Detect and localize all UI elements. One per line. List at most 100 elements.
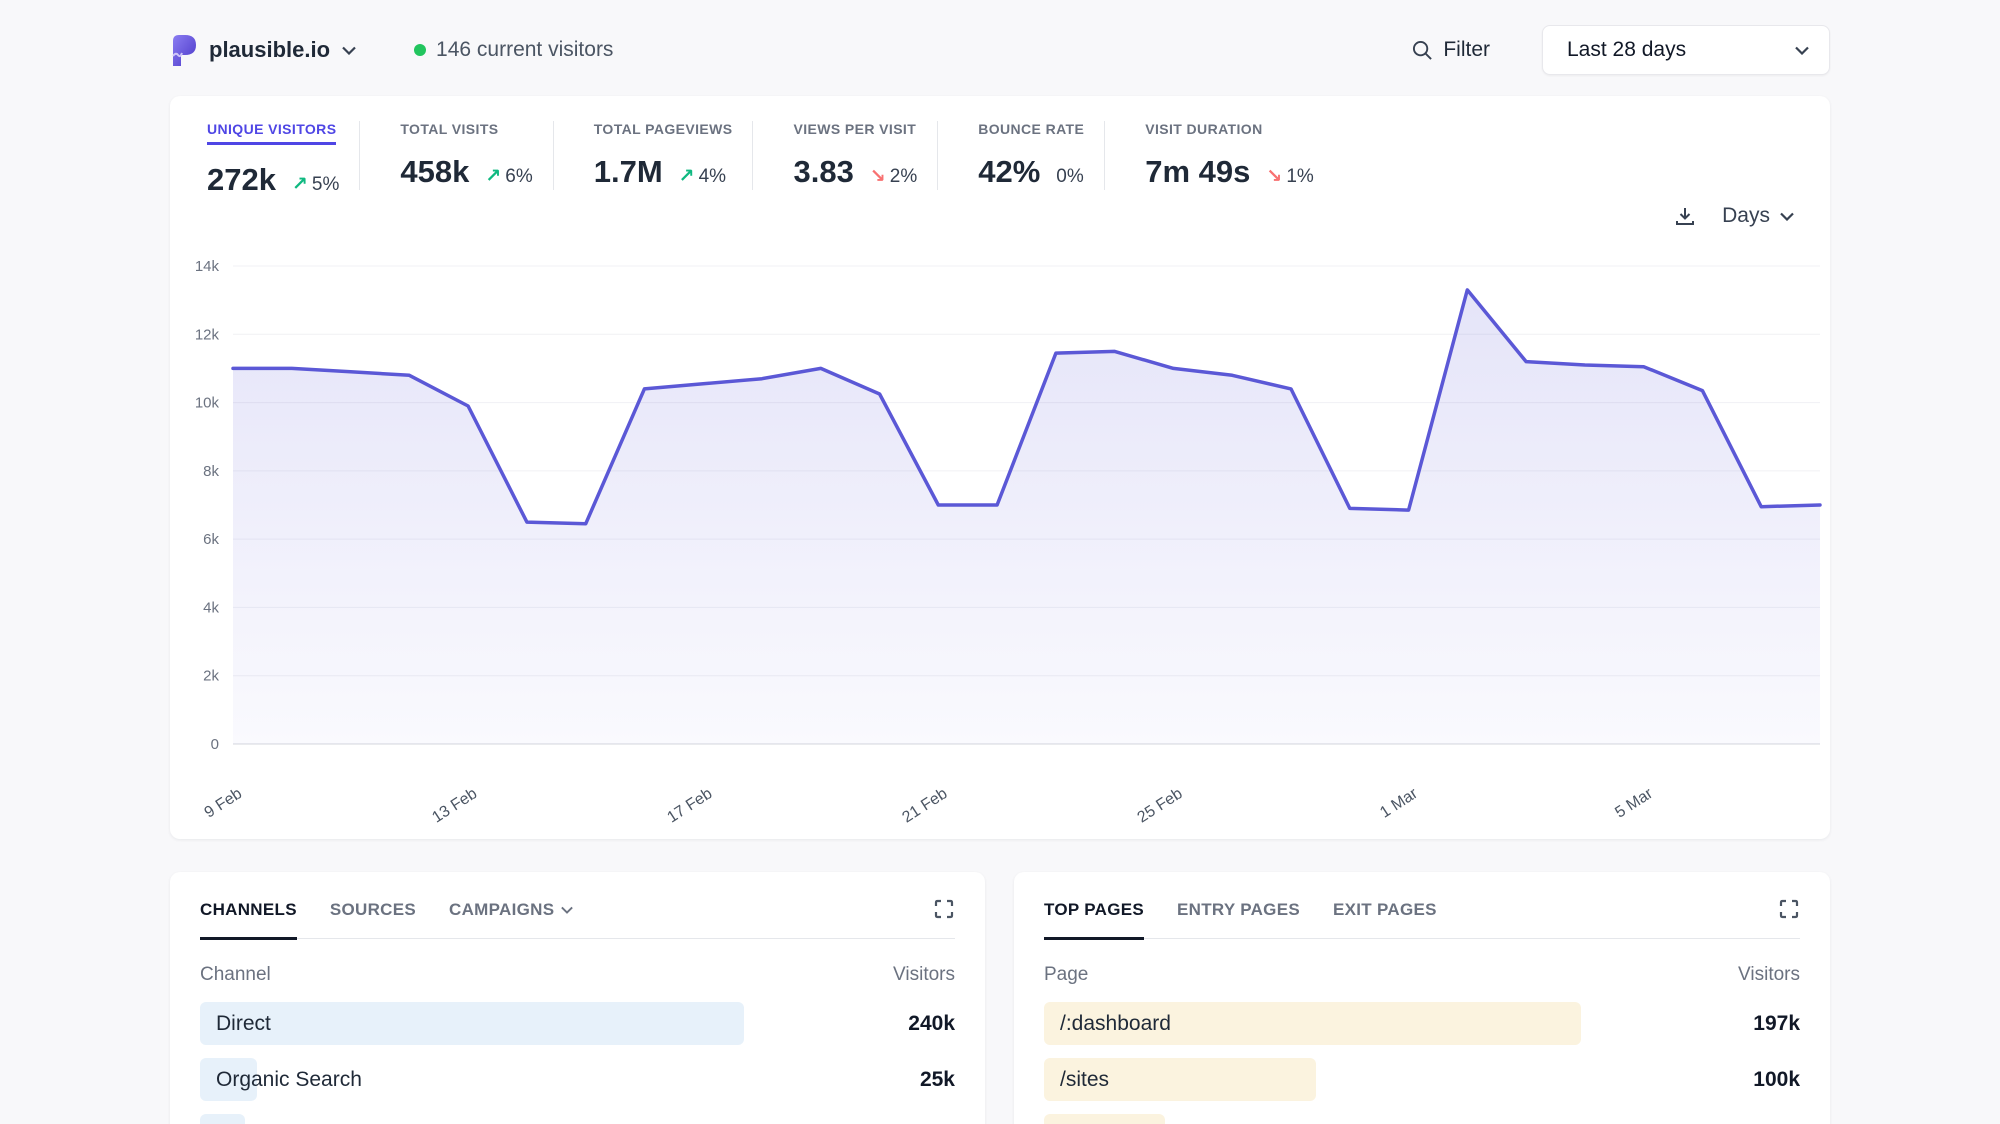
- row-value: 100k: [1753, 1067, 1800, 1091]
- date-range-select[interactable]: Last 28 days: [1542, 25, 1830, 75]
- x-tick-label: 13 Feb: [429, 785, 480, 826]
- row-label[interactable]: /sites: [1060, 1067, 1110, 1091]
- stat-unique-visitors[interactable]: UNIQUE VISITORS 272k ↗ 5%: [207, 121, 359, 198]
- stat-label[interactable]: TOTAL VISITS: [400, 121, 499, 137]
- value-bar: [1044, 1114, 1165, 1124]
- table-rows: /:dashboard 197k/sites 100k: [1044, 1002, 1800, 1124]
- current-visitors-label: 146 current visitors: [436, 38, 614, 61]
- stat-bounce-rate[interactable]: BOUNCE RATE 42% ↗0%: [937, 121, 1104, 190]
- chevron-down-icon: [342, 46, 356, 55]
- stat-change: ↘ 1%: [1266, 166, 1314, 187]
- tab-channels[interactable]: CHANNELS: [200, 900, 297, 940]
- row-label[interactable]: /:dashboard: [1060, 1011, 1171, 1035]
- filter-button[interactable]: Filter: [1412, 38, 1490, 62]
- stat-views-per-visit[interactable]: VIEWS PER VISIT 3.83 ↘ 2%: [752, 121, 937, 190]
- x-tick-label: 9 Feb: [202, 785, 246, 822]
- y-tick-label: 10k: [195, 395, 220, 412]
- interval-value: Days: [1722, 204, 1770, 227]
- stat-change: ↗ 5%: [291, 174, 340, 195]
- table-row: [1044, 1114, 1800, 1124]
- row-value: 240k: [908, 1011, 955, 1035]
- pages-panel: TOP PAGES ENTRY PAGES EXIT PAGES Page Visito…: [1014, 872, 1830, 1124]
- stat-change: ↘ 2%: [869, 166, 918, 187]
- download-button[interactable]: [1674, 205, 1696, 227]
- stat-label[interactable]: VISIT DURATION: [1145, 121, 1263, 137]
- stat-label[interactable]: UNIQUE VISITORS: [207, 121, 337, 145]
- date-range-value: Last 28 days: [1567, 38, 1687, 61]
- stat-label[interactable]: TOTAL PAGEVIEWS: [593, 121, 733, 137]
- visitors-area-chart[interactable]: 0 2k 4k 6k 8k 10k 12k 14k 9 Feb 13 Feb 17 Feb 21 Fe…: [170, 244, 1830, 839]
- x-tick-label: 17 Feb: [664, 785, 715, 826]
- filter-label: Filter: [1443, 38, 1490, 61]
- chevron-down-icon: [561, 906, 574, 914]
- column-visitors: Visitors: [893, 964, 955, 985]
- y-tick-label: 2k: [203, 668, 219, 685]
- topbar: plausible.io 146 current visitors Filter…: [170, 22, 1830, 78]
- y-tick-label: 6k: [203, 531, 219, 548]
- stat-total-visits[interactable]: TOTAL VISITS 458k ↗ 6%: [359, 121, 552, 190]
- stat-label[interactable]: VIEWS PER VISIT: [793, 121, 917, 137]
- x-tick-label: 5 Mar: [1612, 785, 1656, 822]
- arrow-down-right-icon: ↘: [869, 166, 886, 187]
- stat-value: 458k: [400, 154, 470, 189]
- value-bar: [200, 1002, 744, 1045]
- chevron-down-icon: [1780, 212, 1794, 221]
- channels-panel: CHANNELS SOURCES CAMPAIGNS Channel Visitors D…: [170, 872, 985, 1124]
- table-row: Direct 240k: [200, 1002, 955, 1045]
- chevron-down-icon: [1795, 46, 1809, 55]
- tab-entry-pages[interactable]: ENTRY PAGES: [1177, 900, 1300, 919]
- y-tick-label: 14k: [195, 258, 220, 275]
- y-tick-label: 4k: [203, 599, 219, 616]
- plausible-logo-icon: [172, 35, 196, 66]
- value-bar: [1044, 1002, 1581, 1045]
- stat-value: 272k: [207, 162, 276, 197]
- value-bar: [1044, 1058, 1317, 1101]
- expand-icon: [934, 899, 954, 919]
- panel-tabs: CHANNELS SOURCES CAMPAIGNS: [200, 898, 955, 940]
- stat-visit-duration[interactable]: VISIT DURATION 7m 49s ↘ 1%: [1104, 121, 1334, 190]
- expand-button[interactable]: [933, 898, 955, 925]
- tab-sources[interactable]: SOURCES: [329, 900, 417, 919]
- expand-icon: [1779, 899, 1799, 919]
- current-visitors[interactable]: 146 current visitors: [414, 38, 613, 62]
- tab-exit-pages[interactable]: EXIT PAGES: [1332, 900, 1437, 919]
- stat-value: 1.7M: [593, 154, 663, 189]
- table-header: Channel Visitors: [200, 964, 955, 986]
- live-dot-icon: [414, 44, 427, 56]
- x-tick-label: 1 Mar: [1377, 785, 1421, 822]
- expand-button[interactable]: [1778, 898, 1800, 925]
- panel-tabs: TOP PAGES ENTRY PAGES EXIT PAGES: [1044, 898, 1800, 940]
- site-switcher[interactable]: plausible.io: [170, 34, 356, 66]
- row-label[interactable]: Organic Search: [216, 1067, 362, 1091]
- chart-area-fill: [233, 289, 1820, 744]
- tab-campaigns[interactable]: CAMPAIGNS: [449, 900, 574, 940]
- table-row: /:dashboard 197k: [1044, 1002, 1800, 1045]
- tab-top-pages[interactable]: TOP PAGES: [1044, 900, 1145, 940]
- stat-total-pageviews[interactable]: TOTAL PAGEVIEWS 1.7M ↗ 4%: [552, 121, 753, 190]
- table-header: Page Visitors: [1044, 964, 1800, 986]
- arrow-up-right-icon: ↗: [485, 166, 502, 187]
- x-tick-label: 21 Feb: [899, 785, 950, 826]
- y-tick-label: 0: [211, 736, 219, 753]
- stat-change: ↗0%: [1056, 166, 1084, 187]
- stat-label[interactable]: BOUNCE RATE: [978, 121, 1085, 137]
- stat-value: 42%: [978, 154, 1041, 189]
- table-row: [200, 1114, 955, 1124]
- row-label[interactable]: Direct: [216, 1011, 271, 1035]
- stats-row: UNIQUE VISITORS 272k ↗ 5% TOTAL VISITS 458k ↗ 6…: [170, 96, 1830, 198]
- stat-change: ↗ 6%: [485, 166, 533, 187]
- column-name: Channel: [200, 964, 271, 985]
- column-visitors: Visitors: [1738, 964, 1800, 985]
- analytics-card: UNIQUE VISITORS 272k ↗ 5% TOTAL VISITS 458k ↗ 6…: [170, 96, 1830, 839]
- stat-value: 7m 49s: [1145, 154, 1251, 189]
- table-row: /sites 100k: [1044, 1058, 1800, 1101]
- download-icon: [1676, 208, 1695, 225]
- site-name: plausible.io: [209, 37, 331, 62]
- arrow-down-right-icon: ↘: [1266, 166, 1283, 187]
- row-value: 25k: [919, 1067, 955, 1091]
- search-icon: [1413, 40, 1433, 60]
- x-tick-label: 25 Feb: [1135, 785, 1186, 826]
- y-tick-label: 8k: [203, 463, 219, 480]
- stat-change: ↗ 4%: [678, 166, 727, 187]
- interval-select[interactable]: Days: [1722, 204, 1794, 228]
